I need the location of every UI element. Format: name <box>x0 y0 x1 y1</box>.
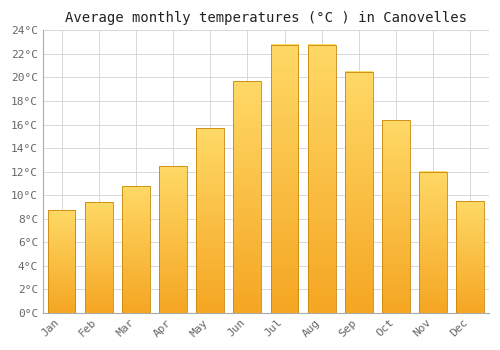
Bar <box>308 44 336 313</box>
Bar <box>419 172 447 313</box>
Bar <box>456 201 484 313</box>
Bar <box>85 202 112 313</box>
Bar <box>196 128 224 313</box>
Title: Average monthly temperatures (°C ) in Canovelles: Average monthly temperatures (°C ) in Ca… <box>65 11 467 25</box>
Bar <box>270 44 298 313</box>
Bar <box>382 120 410 313</box>
Bar <box>159 166 187 313</box>
Bar <box>345 72 373 313</box>
Bar <box>48 210 76 313</box>
Bar <box>122 186 150 313</box>
Bar <box>234 81 262 313</box>
